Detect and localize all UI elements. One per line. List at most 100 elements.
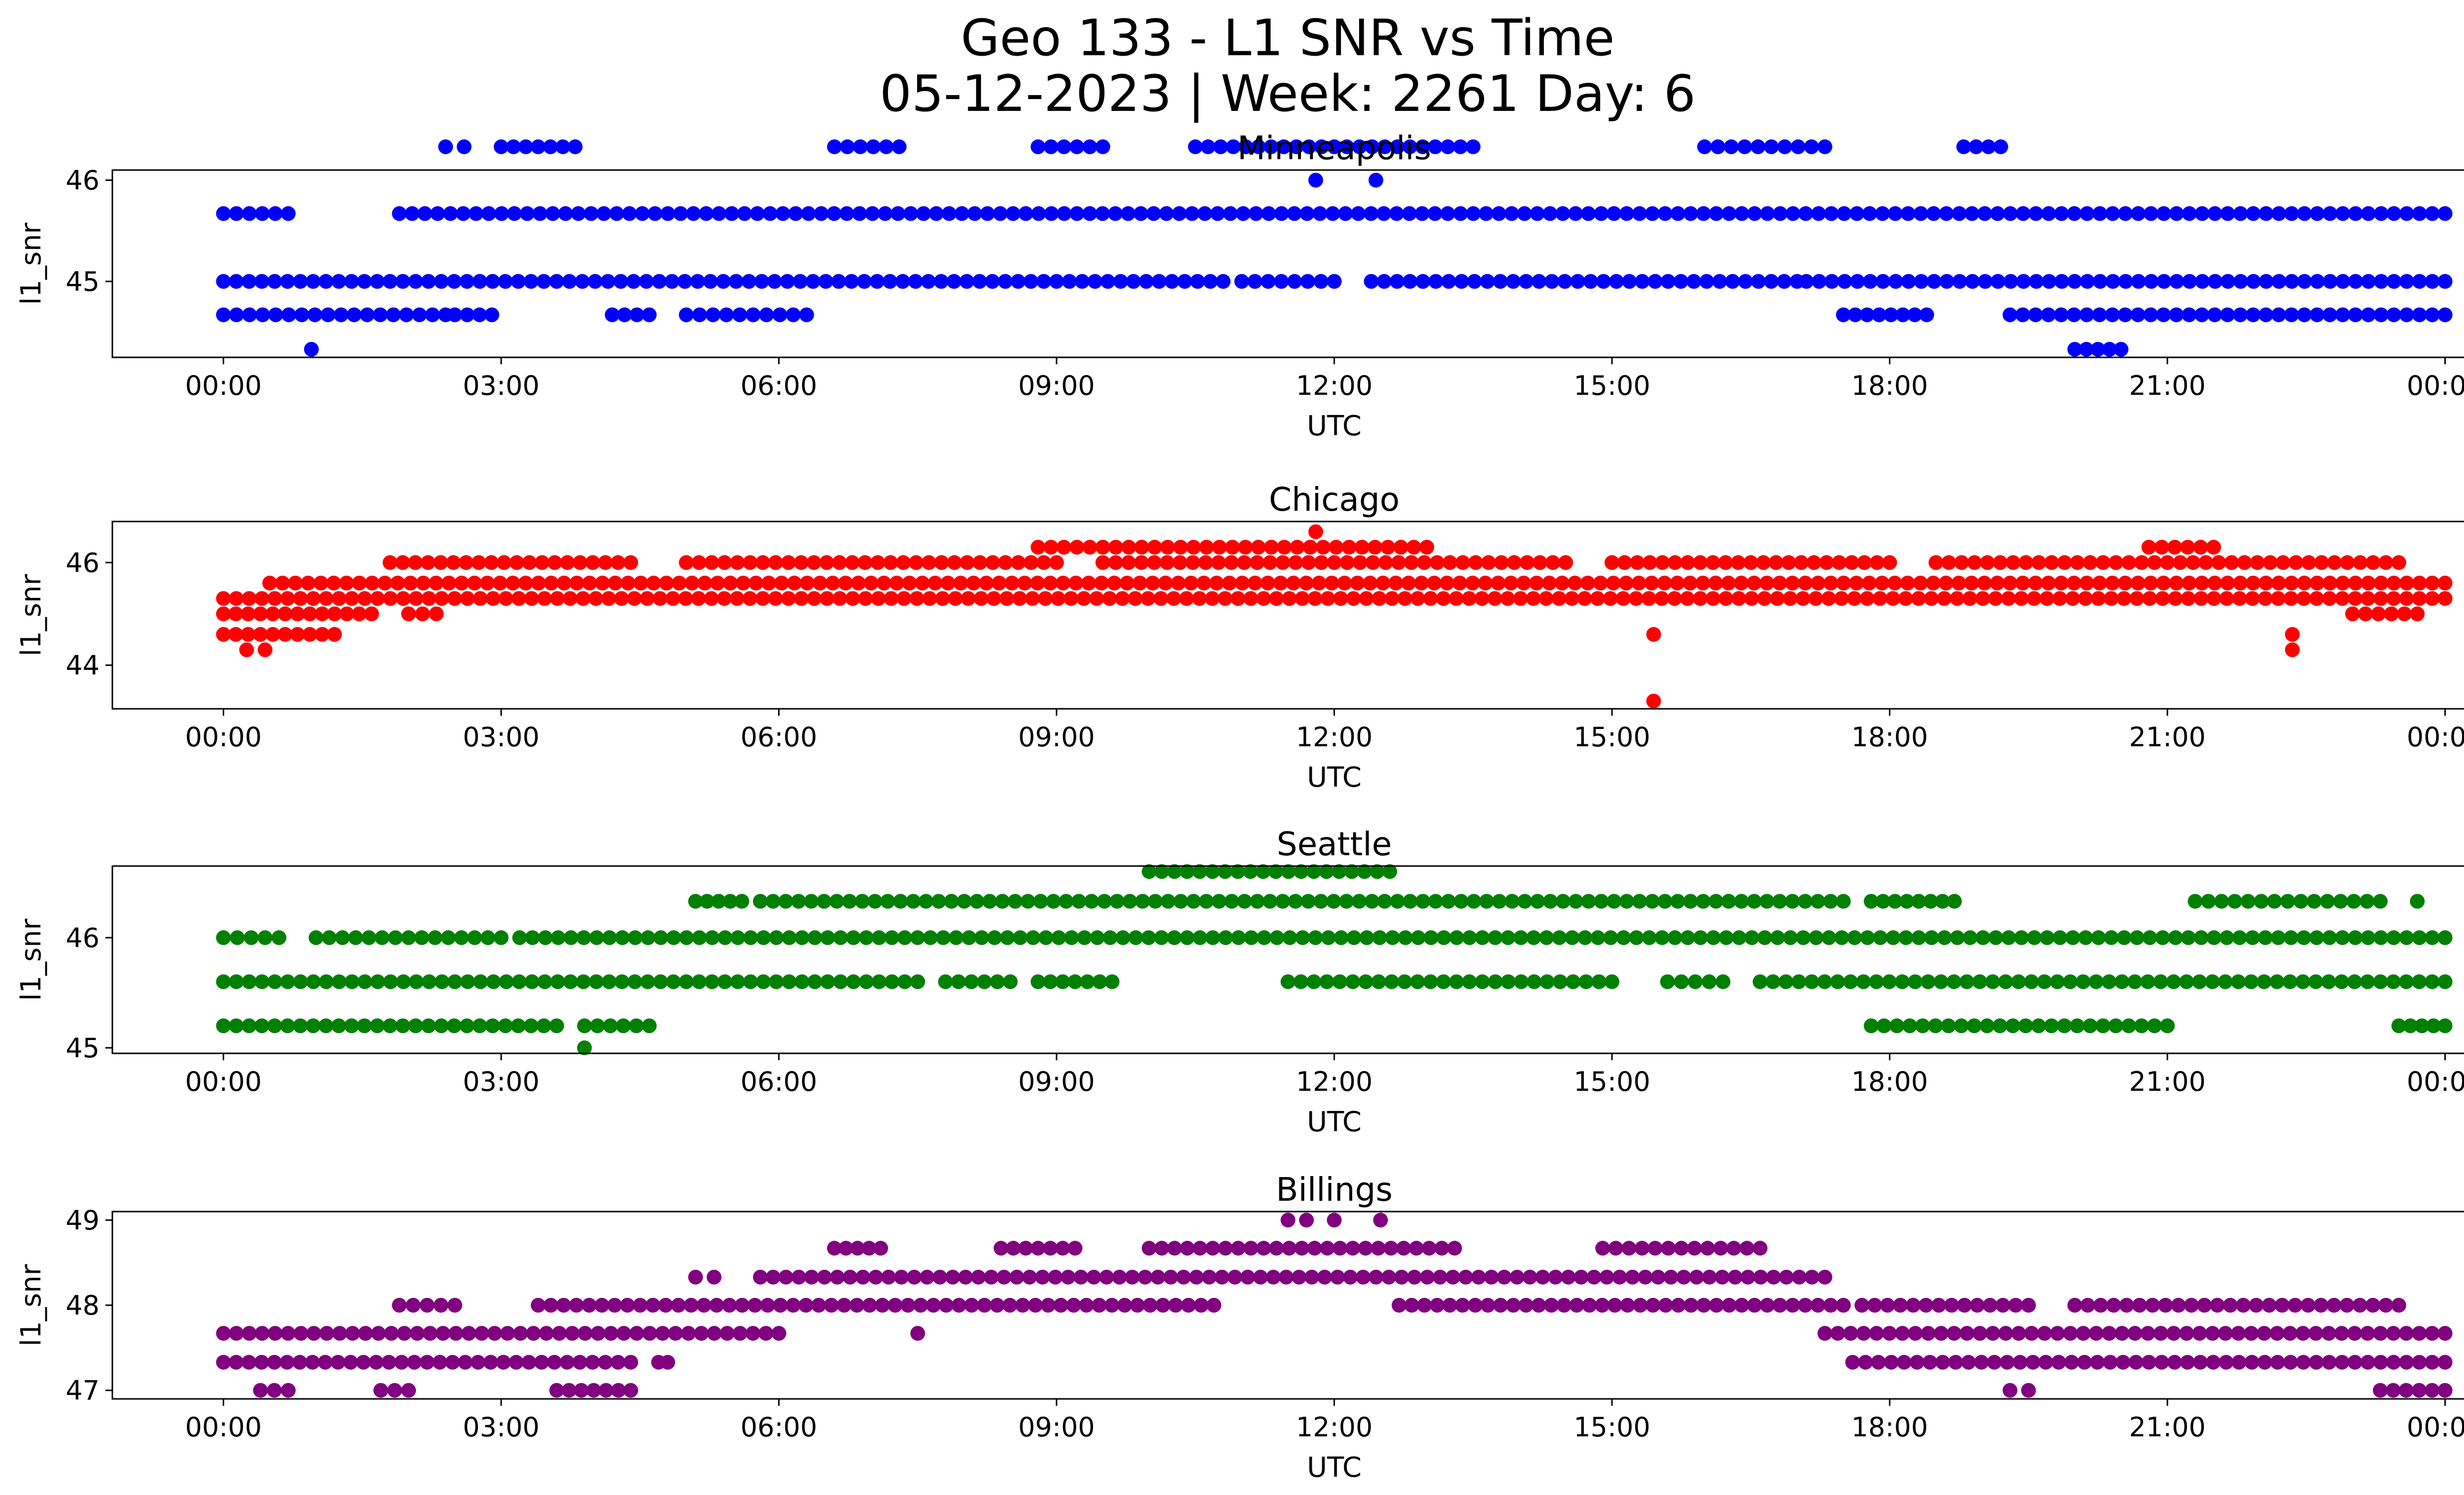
data-point — [408, 1018, 423, 1034]
x-tick-label: 03:00 — [463, 370, 540, 401]
data-point — [364, 606, 379, 622]
data-point — [2002, 575, 2018, 591]
data-point — [1048, 1270, 1063, 1285]
data-point — [1539, 930, 1554, 945]
data-point — [2386, 930, 2401, 945]
data-point — [1043, 1241, 1058, 1256]
data-point — [576, 974, 591, 989]
data-point — [448, 1326, 464, 1341]
data-point — [945, 1270, 960, 1285]
data-point — [395, 555, 411, 570]
data-point — [653, 974, 668, 989]
data-point — [550, 930, 566, 945]
data-point — [1205, 930, 1221, 945]
data-point — [318, 1355, 333, 1370]
data-point — [1951, 575, 1966, 591]
data-point — [1225, 540, 1240, 555]
data-point — [642, 1326, 657, 1341]
data-point — [2386, 307, 2401, 322]
data-point — [1817, 1326, 1833, 1341]
data-point — [1304, 1270, 1319, 1285]
data-point — [2275, 1298, 2290, 1313]
data-point — [498, 1018, 513, 1034]
data-point — [587, 274, 603, 289]
data-point — [2180, 1355, 2195, 1370]
data-point — [1067, 1241, 1083, 1256]
data-point — [801, 206, 816, 221]
data-point — [436, 1326, 450, 1341]
data-point — [972, 274, 987, 289]
data-point — [1263, 555, 1278, 570]
data-point — [2322, 1355, 2337, 1370]
data-point — [1319, 974, 1335, 989]
data-point — [885, 974, 899, 989]
data-point — [2334, 1355, 2350, 1370]
data-point — [1934, 1326, 1949, 1341]
data-point — [895, 274, 910, 289]
data-point — [1605, 974, 1619, 989]
data-point — [2327, 1298, 2342, 1313]
x-tick-label: 21:00 — [2129, 722, 2206, 753]
x-tick-label: 09:00 — [1018, 1066, 1095, 1097]
data-point — [1947, 894, 1962, 909]
data-point — [2117, 591, 2132, 606]
data-point — [500, 1326, 515, 1341]
data-point — [792, 274, 808, 289]
data-point — [760, 1298, 775, 1313]
data-point — [2044, 555, 2059, 570]
data-point — [1391, 555, 1406, 570]
data-point — [985, 555, 1000, 570]
data-point — [717, 555, 732, 570]
data-point — [753, 894, 768, 909]
data-point — [646, 575, 661, 591]
data-point — [1375, 575, 1391, 591]
data-point — [305, 1355, 320, 1370]
data-point — [268, 307, 283, 322]
data-point — [432, 1355, 447, 1370]
y-tick-label: 47 — [66, 1375, 100, 1406]
data-point — [746, 307, 761, 322]
data-point — [1504, 206, 1519, 221]
data-point — [229, 274, 244, 289]
data-point — [1708, 575, 1723, 591]
x-tick-label: 00:00 — [185, 722, 262, 753]
data-point — [1453, 206, 1468, 221]
data-point — [1607, 206, 1622, 221]
data-point — [1273, 575, 1288, 591]
data-point — [441, 930, 456, 945]
data-point — [1516, 575, 1531, 591]
data-point — [967, 206, 982, 221]
data-point — [915, 575, 930, 591]
data-point — [1574, 1270, 1589, 1285]
data-point — [2103, 1355, 2118, 1370]
data-point — [1876, 274, 1890, 289]
data-point — [655, 1326, 670, 1341]
data-point — [1980, 555, 1995, 570]
data-point — [2193, 540, 2208, 555]
data-point — [2053, 575, 2069, 591]
data-point — [318, 1018, 334, 1034]
data-point — [1095, 139, 1110, 154]
data-point — [633, 1298, 648, 1313]
data-point — [1204, 591, 1220, 606]
data-point — [719, 307, 734, 322]
data-point — [909, 555, 924, 570]
data-point — [2114, 342, 2129, 357]
data-point — [1959, 1326, 1975, 1341]
data-point — [1212, 540, 1227, 555]
data-point — [1326, 894, 1341, 909]
data-point — [679, 930, 694, 945]
data-point — [445, 1355, 460, 1370]
data-point — [782, 974, 797, 989]
data-point — [1993, 139, 2008, 154]
data-point — [1231, 591, 1246, 606]
data-point — [658, 1298, 673, 1313]
subplot-title: Chicago — [1269, 481, 1400, 519]
data-point — [602, 974, 617, 989]
data-point — [986, 591, 1001, 606]
x-axis-label: UTC — [1307, 762, 1362, 794]
data-point — [672, 575, 687, 591]
data-point — [396, 974, 411, 989]
data-point — [1542, 575, 1557, 591]
data-point — [2425, 930, 2440, 945]
